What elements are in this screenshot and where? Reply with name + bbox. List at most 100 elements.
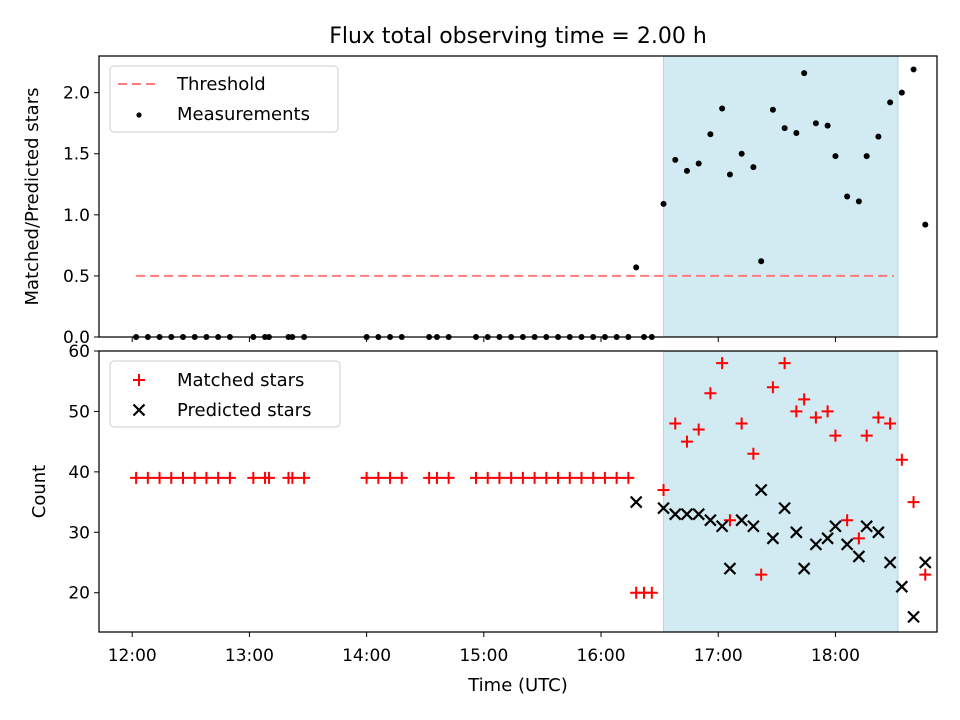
matched-star-marker [747,447,760,460]
measurement-point [793,129,800,136]
top-y-axis-label: Matched/Predicted stars [22,88,43,306]
matched-star-marker [247,471,260,484]
predicted-star-marker [754,483,768,497]
predicted-legend-swatch [132,403,146,417]
y-tick-label: 30 [68,523,90,543]
matched-star-marker [130,471,143,484]
measurement-point [769,106,776,113]
matched-legend-label: Matched stars [177,370,304,391]
matched-star-marker [505,471,518,484]
matched-star-marker [200,471,213,484]
matched-star-marker [645,586,658,599]
y-tick-label: 50 [68,402,90,422]
y-tick-label: 60 [68,342,90,362]
bottom-observing-span [663,350,899,633]
matched-star-marker [395,471,408,484]
predicted-star-marker [629,495,643,509]
x-tick-label: 12:00 [108,646,157,666]
matched-star-marker [919,568,932,581]
measurement-point [707,131,714,138]
measurement-point [875,133,882,140]
matched-star-marker [176,471,189,484]
matched-star-marker [223,471,236,484]
predicted-star-marker [860,519,873,533]
top-plot: 0.00.51.01.52.0 Matched/Predicted stars … [22,55,938,348]
predicted-star-markers [629,483,932,624]
predicted-star-marker [680,507,694,521]
legend-box [109,65,339,133]
measurement-point [695,160,702,167]
matched-star-marker [552,471,565,484]
predicted-star-marker [852,550,866,563]
predicted-star-marker [790,526,803,539]
matched-star-markers [130,357,932,599]
matched-star-marker [723,514,736,527]
measurement-point [750,164,757,171]
matched-star-marker [907,496,920,509]
measurement-point [683,167,690,174]
measurement-point [719,105,726,112]
predicted-star-marker [895,580,909,593]
measurement-point [781,125,788,132]
matched-star-marker [598,471,611,484]
measurement-point [898,89,905,96]
matched-star-marker [860,429,873,442]
predicted-star-marker [883,556,897,569]
matched-star-marker [286,471,299,484]
predicted-star-marker [766,532,780,545]
observing-span-rect [663,55,899,338]
y-tick-label: 40 [68,463,90,483]
predicted-star-marker [821,532,834,545]
measurement-point [910,66,917,73]
matched-star-marker [755,568,768,581]
bottom-legend: Matched stars Predicted stars [109,360,341,428]
matched-star-marker [790,405,803,418]
bottom-x-axis: 12:00 13:00 14:00 15:00 16:00 17:00 18:00 [108,632,860,666]
bottom-y-axis-label: Count [29,465,50,518]
matched-star-marker [692,423,705,436]
predicted-star-marker [907,610,920,624]
x-tick-label: 13:00 [225,646,274,666]
predicted-star-marker [723,562,737,575]
matched-star-marker [153,471,166,484]
matched-star-marker [704,387,717,400]
predicted-star-marker [715,519,729,533]
measurement-point [887,99,894,106]
x-tick-label: 18:00 [811,646,860,666]
matched-star-marker [872,411,885,424]
matched-star-marker [829,429,842,442]
matched-star-marker [778,357,791,370]
x-tick-label: 16:00 [577,646,626,666]
measurement-point [758,258,765,265]
matched-star-marker [262,471,275,484]
y-tick-label: 1.0 [63,206,90,226]
matched-star-marker [841,514,854,527]
predicted-star-marker [747,519,760,533]
matched-star-marker [493,471,506,484]
predicted-star-marker [704,513,717,527]
predicted-star-marker [735,513,748,527]
measurement-point [672,156,679,163]
matched-star-marker [716,357,729,370]
matched-star-marker [852,532,865,545]
matched-star-marker [610,471,623,484]
y-tick-label: 0.5 [63,267,90,287]
matched-star-marker [528,471,541,484]
y-tick-label: 1.5 [63,145,90,165]
top-y-axis: 0.0 0.5 1.0 1.5 2.0 [63,84,99,348]
matched-star-marker [809,411,822,424]
y-tick-label: 2.0 [63,84,90,104]
predicted-star-marker [840,538,854,551]
matched-star-marker [622,471,635,484]
predicted-star-marker [692,507,705,521]
matched-star-marker [298,471,311,484]
measurement-point [738,150,745,157]
matched-star-marker [798,393,811,406]
matched-star-marker [575,471,588,484]
predicted-star-marker [668,507,682,521]
threshold-legend-label: Threshold [176,74,266,95]
matched-star-marker [680,435,693,448]
measurement-point [812,120,819,127]
chart-title: Flux total observing time = 2.00 h [329,24,707,49]
bottom-plot: 20 30 40 50 60 12:00 13:00 14:00 15:00 16:00 17:0… [29,342,938,696]
